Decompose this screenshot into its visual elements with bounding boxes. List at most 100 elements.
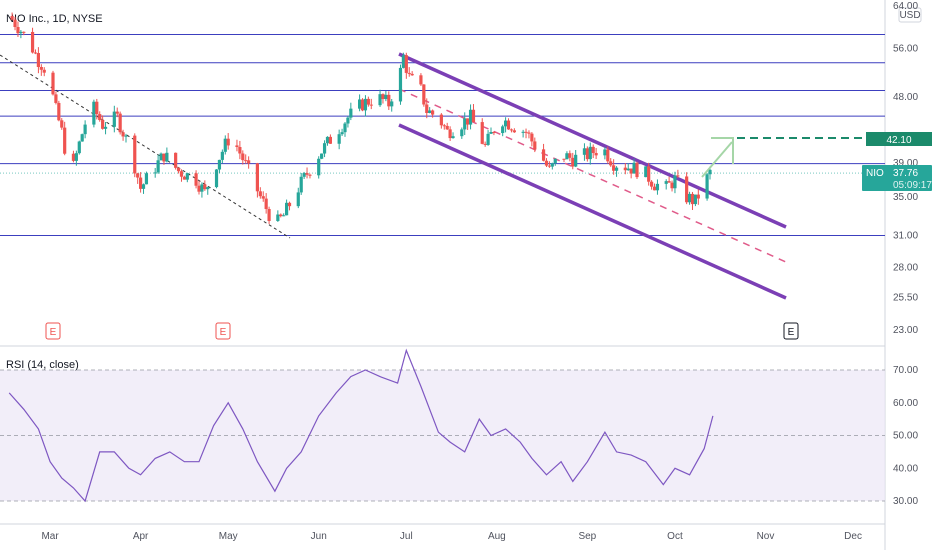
- candle-body: [442, 125, 446, 127]
- candle-body: [644, 166, 648, 178]
- candle-body: [422, 84, 426, 105]
- candle-body: [124, 135, 128, 137]
- candle-body: [162, 153, 166, 162]
- candle-body: [325, 136, 330, 144]
- candle-body: [112, 111, 116, 127]
- earnings-marker[interactable]: E: [783, 322, 799, 340]
- channel-middle-line: [398, 88, 787, 263]
- candle-body: [670, 182, 674, 189]
- candle-body: [676, 175, 680, 177]
- candle-body: [550, 163, 554, 167]
- countdown-value: 05:09:17: [893, 180, 932, 191]
- candle-body: [562, 158, 566, 160]
- price-tick-label: 64.00: [893, 1, 918, 12]
- candle-body: [504, 120, 508, 127]
- candle-body: [179, 171, 184, 177]
- candle-body: [214, 169, 219, 188]
- candle-body: [51, 72, 55, 95]
- channel-upper-line: [398, 52, 787, 229]
- earnings-marker[interactable]: E: [45, 322, 61, 340]
- candle-body: [366, 98, 370, 105]
- candle-body: [165, 152, 169, 162]
- rsi-line: [8, 348, 714, 503]
- time-tick-label: Oct: [667, 531, 683, 542]
- time-tick-label: May: [219, 531, 238, 542]
- candles: [10, 12, 712, 224]
- earnings-marker[interactable]: E: [215, 322, 231, 340]
- candle-body: [258, 191, 262, 197]
- candle-body: [489, 132, 493, 134]
- candle-body: [255, 163, 259, 192]
- candle-body: [565, 153, 569, 160]
- candle-body: [541, 149, 546, 161]
- candle-body: [594, 153, 598, 156]
- candle-body: [63, 127, 67, 154]
- candle-body: [647, 166, 651, 182]
- candle-body: [381, 94, 385, 100]
- candle-body: [95, 101, 99, 115]
- time-tick-label: Mar: [41, 531, 59, 542]
- candle-body: [57, 102, 61, 121]
- candle-body: [506, 120, 511, 130]
- candle-body: [19, 31, 23, 34]
- candle-body: [632, 162, 636, 174]
- price-tick-label: 39.00: [893, 158, 918, 169]
- candle-body: [652, 186, 657, 191]
- candle-body: [42, 69, 46, 73]
- candle-body: [582, 148, 587, 155]
- candle-body: [425, 104, 429, 113]
- candle-body: [460, 129, 464, 137]
- target-price-value: 42.10: [886, 135, 911, 146]
- time-tick-label: Jun: [311, 531, 327, 542]
- candle-body: [136, 173, 140, 178]
- candle-body: [606, 149, 610, 162]
- candle-body: [673, 175, 677, 189]
- price-tick-label: 23.00: [893, 325, 918, 336]
- candle-body: [492, 132, 496, 134]
- candle-body: [247, 160, 251, 164]
- rsi-tick-label: 40.00: [893, 463, 918, 474]
- candle-body: [378, 94, 382, 106]
- candle-body: [77, 141, 81, 154]
- candle-body: [33, 52, 38, 54]
- candle-body: [322, 143, 327, 154]
- candle-body: [626, 168, 630, 171]
- candle-body: [451, 136, 455, 139]
- ticker-label: NIO: [866, 168, 884, 179]
- candle-body: [244, 160, 248, 162]
- candle-body: [585, 148, 589, 160]
- candle-body: [133, 135, 137, 174]
- candle-body: [156, 160, 160, 173]
- horizontal-levels: [0, 33, 885, 236]
- candle-body: [121, 132, 125, 137]
- candle-body: [235, 145, 239, 148]
- candle-body: [98, 114, 102, 121]
- candle-body: [448, 129, 452, 139]
- time-axis[interactable]: Mar Apr May Jun Jul Aug Sep Oct Nov Dec: [41, 531, 862, 542]
- channel-lower-line: [398, 123, 787, 300]
- candle-body: [30, 31, 35, 53]
- candle-body: [685, 176, 689, 203]
- rsi-axis[interactable]: 30.00 40.00 50.00 60.00 70.00: [893, 365, 918, 507]
- candle-body: [328, 136, 332, 144]
- candle-body: [527, 132, 531, 134]
- candle-body: [667, 181, 671, 183]
- price-tick-label: 48.00: [893, 92, 918, 103]
- candle-body: [118, 113, 122, 133]
- earnings-marker-label: E: [220, 327, 227, 338]
- price-tick-label: 56.00: [893, 43, 918, 54]
- candle-body: [92, 101, 96, 125]
- candle-body: [486, 133, 490, 145]
- candle-body: [182, 176, 186, 180]
- currency-label: USD: [899, 10, 920, 21]
- candle-body: [238, 147, 242, 154]
- candle-body: [144, 173, 149, 185]
- candle-body: [404, 55, 408, 73]
- candle-body: [197, 185, 201, 192]
- candle-body: [217, 159, 222, 170]
- candle-body: [398, 67, 403, 102]
- candle-body: [261, 196, 265, 199]
- candle-body: [226, 138, 230, 146]
- rsi-tick-label: 50.00: [893, 431, 918, 442]
